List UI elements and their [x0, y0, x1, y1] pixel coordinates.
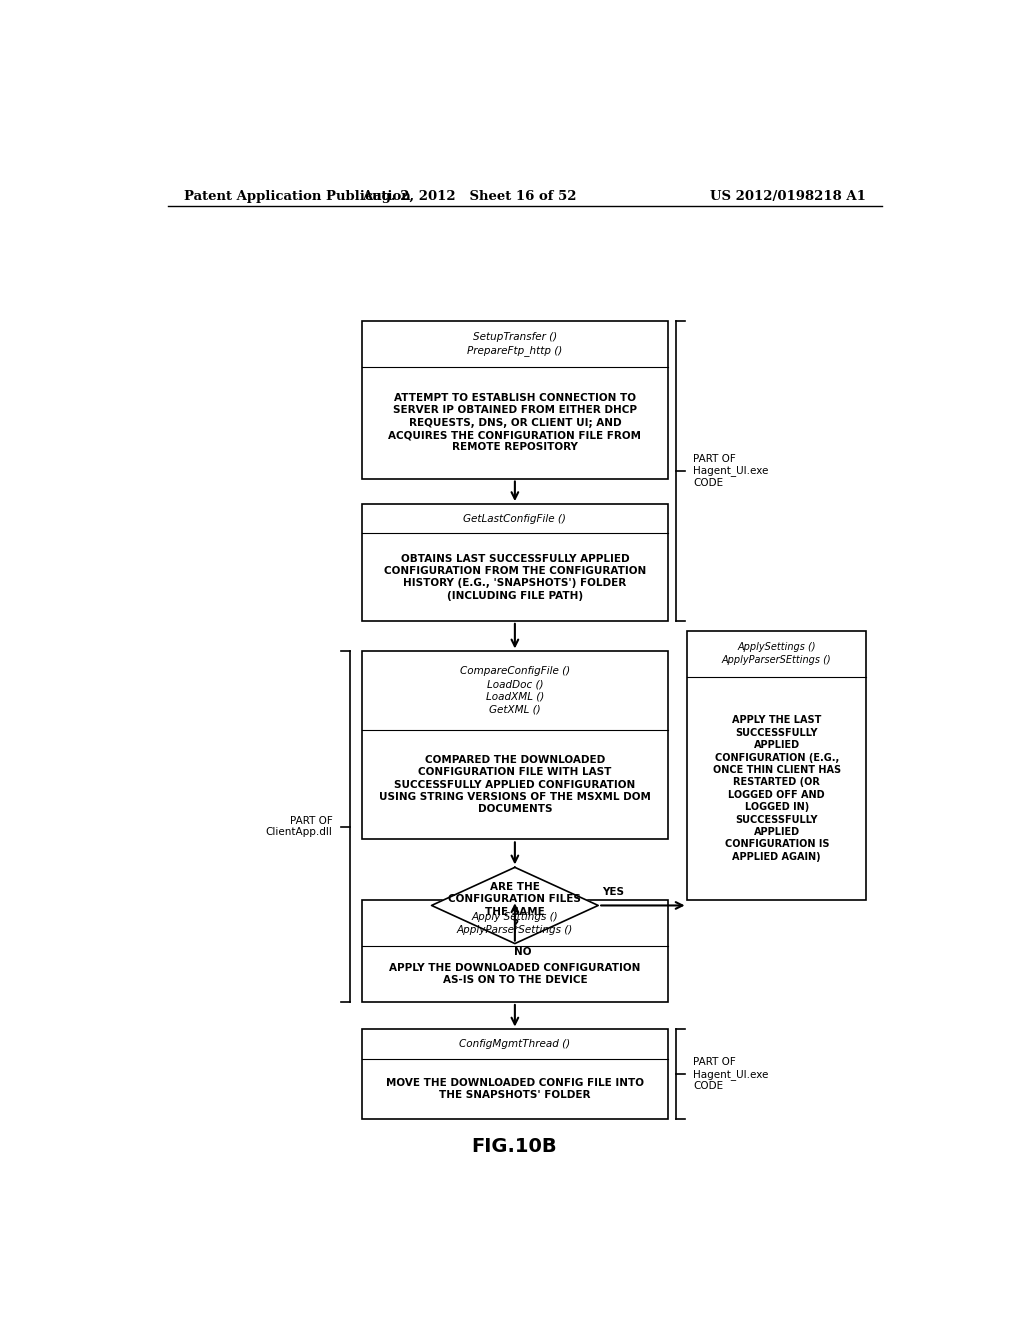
Text: Apply Settings ()
ApplyParserSettings (): Apply Settings () ApplyParserSettings () — [457, 912, 573, 935]
Text: ATTEMPT TO ESTABLISH CONNECTION TO
SERVER IP OBTAINED FROM EITHER DHCP
REQUESTS,: ATTEMPT TO ESTABLISH CONNECTION TO SERVE… — [388, 393, 641, 453]
Text: MOVE THE DOWNLOADED CONFIG FILE INTO
THE SNAPSHOTS' FOLDER: MOVE THE DOWNLOADED CONFIG FILE INTO THE… — [386, 1077, 644, 1100]
Bar — [362, 321, 668, 479]
Text: NO: NO — [514, 946, 531, 957]
Bar — [362, 900, 668, 1002]
Text: APPLY THE LAST
SUCCESSFULLY
APPLIED
CONFIGURATION (E.G.,
ONCE THIN CLIENT HAS
RE: APPLY THE LAST SUCCESSFULLY APPLIED CONF… — [713, 715, 841, 862]
Text: ARE THE
CONFIGURATION FILES
THE SAME
?: ARE THE CONFIGURATION FILES THE SAME ? — [449, 882, 582, 929]
Text: PART OF
Hagent_UI.exe
CODE: PART OF Hagent_UI.exe CODE — [693, 454, 768, 488]
Text: ApplySettings ()
ApplyParserSEttings (): ApplySettings () ApplyParserSEttings () — [722, 643, 831, 665]
Text: Patent Application Publication: Patent Application Publication — [183, 190, 411, 202]
Text: SetupTransfer ()
PrepareFtp_http (): SetupTransfer () PrepareFtp_http () — [467, 333, 562, 356]
Text: CompareConfigFile ()
LoadDoc ()
LoadXML ()
GetXML (): CompareConfigFile () LoadDoc () LoadXML … — [460, 667, 570, 714]
Text: PART OF
Hagent_UI.exe
CODE: PART OF Hagent_UI.exe CODE — [693, 1057, 768, 1092]
Bar — [362, 1030, 668, 1119]
Polygon shape — [431, 867, 598, 944]
Text: US 2012/0198218 A1: US 2012/0198218 A1 — [711, 190, 866, 202]
Bar — [687, 631, 866, 900]
Text: GetLastConfigFile (): GetLastConfigFile () — [464, 513, 566, 524]
Text: FIG.10B: FIG.10B — [472, 1137, 557, 1156]
Text: APPLY THE DOWNLOADED CONFIGURATION
AS-IS ON TO THE DEVICE: APPLY THE DOWNLOADED CONFIGURATION AS-IS… — [389, 962, 641, 985]
Text: PART OF
ClientApp.dll: PART OF ClientApp.dll — [266, 816, 333, 837]
Text: Aug. 2, 2012   Sheet 16 of 52: Aug. 2, 2012 Sheet 16 of 52 — [362, 190, 577, 202]
Bar — [362, 504, 668, 620]
Text: YES: YES — [602, 887, 625, 898]
Text: OBTAINS LAST SUCCESSFULLY APPLIED
CONFIGURATION FROM THE CONFIGURATION
HISTORY (: OBTAINS LAST SUCCESSFULLY APPLIED CONFIG… — [384, 553, 646, 601]
Text: COMPARED THE DOWNLOADED
CONFIGURATION FILE WITH LAST
SUCCESSFULLY APPLIED CONFIG: COMPARED THE DOWNLOADED CONFIGURATION FI… — [379, 755, 651, 814]
Bar — [362, 651, 668, 840]
Text: ConfigMgmtThread (): ConfigMgmtThread () — [460, 1039, 570, 1049]
